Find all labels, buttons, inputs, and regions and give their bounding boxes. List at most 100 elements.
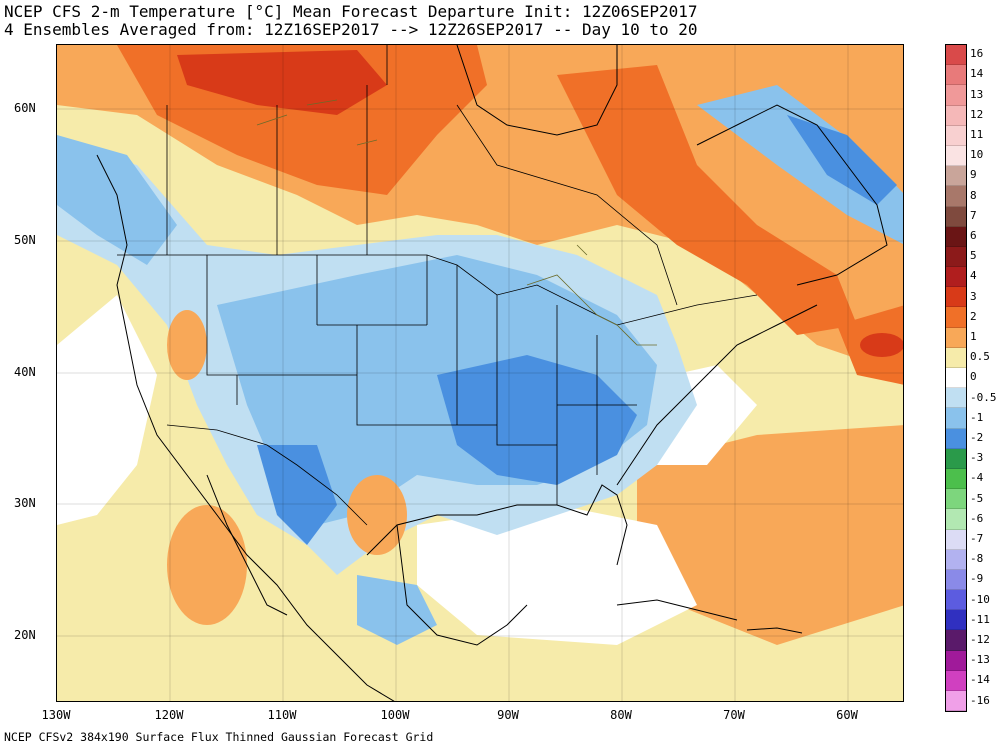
lon-label-90w: 90W [497,708,519,722]
graticule [57,45,903,701]
cool-labrador [697,85,903,244]
colorbar-label: 0 [970,370,977,384]
lon-label-70w: 70W [723,708,745,722]
neutral-gulf [417,505,697,645]
temperature-anomaly-map [56,44,904,702]
cool-anomaly-regions [57,85,903,645]
colorbar-label: -1 [970,410,984,424]
colorbar-cell [946,590,966,611]
warm-spots [167,310,903,625]
colorbar-label: -5 [970,491,984,505]
canada-provinces [166,45,678,306]
colorbar-label: -6 [970,511,984,525]
map-svg [57,45,903,701]
colorbar-cell [946,388,966,409]
colorbar-cell [946,468,966,490]
colorbar-cell [946,65,966,86]
cool-pacific-nw [57,135,177,265]
colorbar-cell [946,267,966,288]
colorbar-label: -16 [970,693,990,707]
colorbar-label: -3 [970,451,984,465]
chart-title: NCEP CFS 2-m Temperature [°C] Mean Forec… [4,2,698,21]
lon-label-60w: 60W [836,708,858,722]
colorbar-label: 13 [970,87,984,101]
lon-label-110w: 110W [267,708,297,722]
lat-label-50n: 50N [14,233,36,247]
colorbar-cell [946,509,966,530]
colorbar-label: 9 [970,168,977,182]
colorbar-label: 10 [970,148,984,162]
hudson-bay [456,45,618,136]
lon-label-80w: 80W [610,708,632,722]
colorbar-label: -11 [970,612,990,626]
colorbar-label: -4 [970,471,984,485]
atlantic-coast [616,304,818,486]
chart-subtitle: 4 Ensembles Averaged from: 12Z16SEP2017 … [4,20,698,39]
lon-label-120w: 120W [154,708,184,722]
warm-atlantic-south [637,425,903,645]
lat-label-60n: 60N [14,101,36,115]
colorbar-label: 1 [970,329,977,343]
colorbar-cell [946,226,966,247]
colorbar-cell [946,630,966,651]
colorbar-cell [946,529,966,550]
great-lakes [526,274,657,346]
colorbar-cell [946,307,966,328]
colorbar-cell [946,246,966,268]
warm-spot-texas [347,475,407,555]
warm-spot-atlantic-max [860,333,903,357]
footer-note: NCEP CFSv2 384x190 Surface Flux Thinned … [4,730,434,744]
colorbar-cell [946,105,966,126]
colorbar-label: -12 [970,632,990,646]
colorbar-cell [946,569,966,591]
lakes [256,99,657,346]
colorbar-cell [946,186,966,207]
colorbar-label: 12 [970,107,984,121]
colorbar-cell [946,125,966,146]
us-mexico-border [166,424,368,526]
colorbar-label: -7 [970,531,984,545]
cool-strong-southwest [257,445,337,545]
colorbar-cell [946,166,966,187]
political-borders [117,45,758,526]
colorbar [945,44,967,713]
colorbar-cell [946,145,966,167]
colorbar-cell [946,691,966,712]
neutral-west [57,295,157,525]
mexico-gulf-coast [396,524,528,646]
colorbar-cell [946,85,966,106]
cool-labrador-core [787,115,897,205]
colorbar-label: 2 [970,309,977,323]
lat-label-40n: 40N [14,365,36,379]
colorbar-cell [946,489,966,510]
colorbar-label: 3 [970,289,977,303]
colorbar-cell [946,368,966,389]
colorbar-label: 6 [970,228,977,242]
colorbar-cell [946,670,966,691]
colorbar-label: -8 [970,552,984,566]
canada-east-coast [696,104,888,286]
us-canada-border [117,254,758,326]
colorbar-label: 14 [970,67,984,81]
lat-label-30n: 30N [14,496,36,510]
cuba [616,599,738,621]
baja-coast [206,474,288,616]
colorbar-cell [946,408,966,429]
lon-label-100w: 100W [380,708,410,722]
warm-spot-great-basin [167,310,207,380]
colorbar-label: -10 [970,592,990,606]
colorbar-cell [946,327,966,348]
colorbar-label: -9 [970,572,984,586]
colorbar-cell [946,206,966,227]
colorbar-cell [946,428,966,449]
colorbar-cell [946,45,966,66]
lat-label-20n: 20N [14,628,36,642]
colorbar-cell [946,448,966,469]
cool-strong-southeast [437,355,637,485]
colorbar-label: -13 [970,653,990,667]
lon-label-130w: 130W [41,708,71,722]
colorbar-cell [946,287,966,308]
colorbar-label: -14 [970,673,990,687]
colorbar-label: -0.5 [970,390,997,404]
warm-core-canada-east [557,65,857,335]
